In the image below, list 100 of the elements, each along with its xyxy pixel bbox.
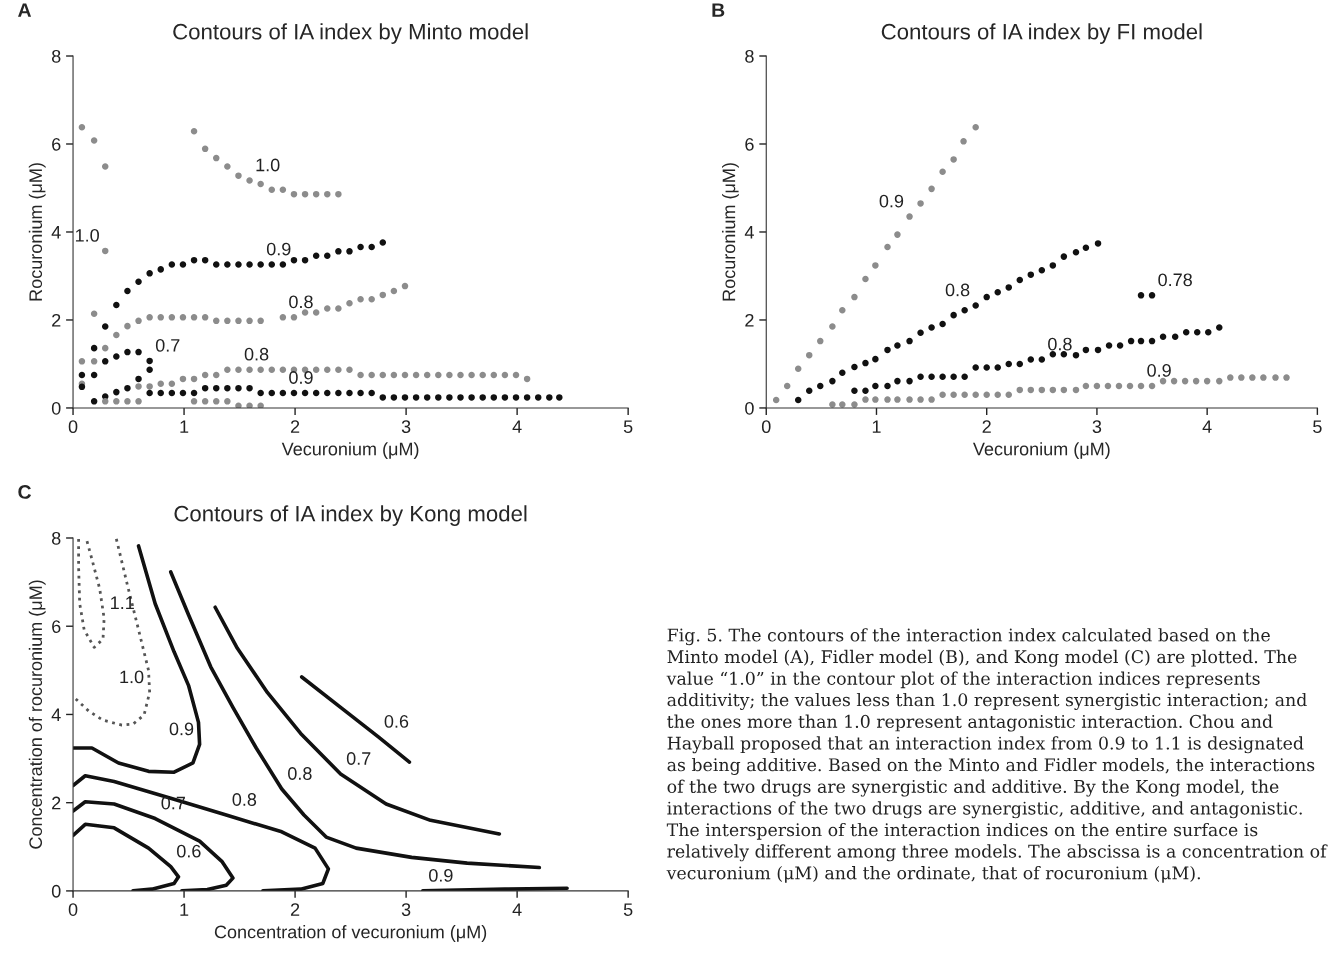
point [556, 394, 563, 401]
point [906, 337, 913, 345]
point [1027, 356, 1035, 363]
point [335, 190, 342, 198]
point [906, 213, 913, 220]
point [401, 282, 409, 290]
point [468, 371, 475, 379]
point [961, 307, 968, 314]
point [1027, 386, 1035, 394]
point [872, 355, 879, 363]
point [805, 387, 813, 395]
point [257, 389, 264, 397]
x-tick-label: 1 [180, 420, 189, 433]
point [213, 371, 220, 379]
point [179, 314, 187, 321]
x-tick-label: 3 [401, 420, 411, 434]
x-axis-title: Concentration of vecuronium (μM) [214, 925, 487, 942]
chart-title: Contours of IA index by Kong model [174, 505, 527, 526]
text: C [18, 485, 32, 499]
point [1005, 284, 1013, 291]
point [279, 389, 287, 397]
annotation: 0.8 [945, 283, 970, 297]
y-axis-title: Rocuronium (μM) [722, 163, 739, 301]
point [257, 366, 264, 373]
point [829, 401, 836, 408]
point [961, 391, 968, 399]
point [290, 389, 298, 397]
point [1072, 248, 1080, 256]
point [1005, 391, 1013, 399]
point [179, 261, 187, 268]
point [872, 396, 879, 403]
point [346, 248, 353, 255]
point [851, 363, 858, 371]
point [124, 287, 131, 295]
point [279, 314, 287, 321]
point [78, 371, 86, 379]
point [101, 358, 109, 365]
point [301, 256, 309, 264]
y-tick-label: 4 [744, 226, 754, 239]
point [468, 394, 475, 401]
point [994, 391, 1001, 399]
annotation: 0.8 [232, 793, 257, 806]
y-tick-label: 2 [52, 796, 61, 810]
point [457, 394, 464, 401]
point [534, 394, 542, 401]
point [1038, 386, 1046, 394]
point [268, 366, 276, 373]
point [928, 185, 935, 193]
x-tick-label: 4 [512, 420, 522, 433]
point [960, 138, 967, 145]
y-tick-label: 2 [745, 313, 754, 327]
x-axis-title: Vecuronium (μM) [281, 442, 419, 459]
text: B [712, 3, 725, 17]
x-tick-label: 5 [623, 903, 633, 916]
point [1159, 377, 1167, 385]
annotation: 0.78 [1158, 273, 1192, 287]
annotation: 0.8 [288, 767, 312, 780]
point [917, 200, 924, 207]
text: Fig. 5. The contours of the interaction index calculated based on the Minto model (A), Fidler model (B), and Kong model (C) are plotted. The value “1.0” in the contour plot of the interaction indices represents additivity; the values less than 1.0 represent synergistic interaction; and the ones more than 1.0 represent antagonistic interaction. Chou and Hayball proposed that an interaction index from 0.9 to 1.1 is designated as being additive. Based on the Minto and Fidler models, the interactions of the two drugs are synergistic and additive. By the Kong model, the interactions of the two drugs are synergistic, additive, and antagonistic. The interspersion of the interaction indices on the entire surface is relatively different among three models. The abscissa is a concentration of vecuronium (μM) and the ordinate, that of rocuronium (μM). [666, 628, 1328, 883]
point [950, 373, 957, 380]
point [190, 256, 198, 264]
point [246, 366, 253, 373]
y-tick-label: 2 [52, 313, 61, 327]
point [546, 394, 553, 401]
point [851, 401, 858, 408]
point [101, 344, 109, 352]
line-series [213, 605, 502, 836]
point [157, 389, 164, 397]
point [512, 394, 520, 401]
point [312, 252, 320, 259]
x-tick-label: 3 [1092, 420, 1102, 434]
point [928, 396, 935, 403]
point [1216, 324, 1223, 331]
point [1082, 346, 1090, 354]
point [190, 314, 198, 321]
point [1148, 382, 1156, 390]
point [324, 252, 331, 259]
point [1249, 374, 1256, 381]
y-tick-label: 6 [52, 137, 61, 151]
point [862, 396, 869, 403]
point [939, 168, 946, 175]
point [939, 320, 946, 328]
point [783, 382, 791, 390]
point [101, 247, 109, 255]
annotation: 0.9 [266, 242, 291, 256]
chart-title: Contours of IA index by Minto model [173, 23, 528, 44]
point [446, 394, 453, 401]
point [235, 317, 242, 325]
point [884, 346, 891, 354]
x-tick-label: 4 [512, 903, 522, 916]
point [257, 317, 264, 325]
point [90, 371, 98, 379]
point [851, 387, 858, 395]
point [135, 383, 142, 390]
point [1272, 374, 1279, 381]
point [168, 314, 176, 321]
point [1060, 351, 1068, 358]
point [279, 366, 287, 373]
annotation: 0.8 [244, 347, 269, 361]
point [201, 398, 209, 405]
